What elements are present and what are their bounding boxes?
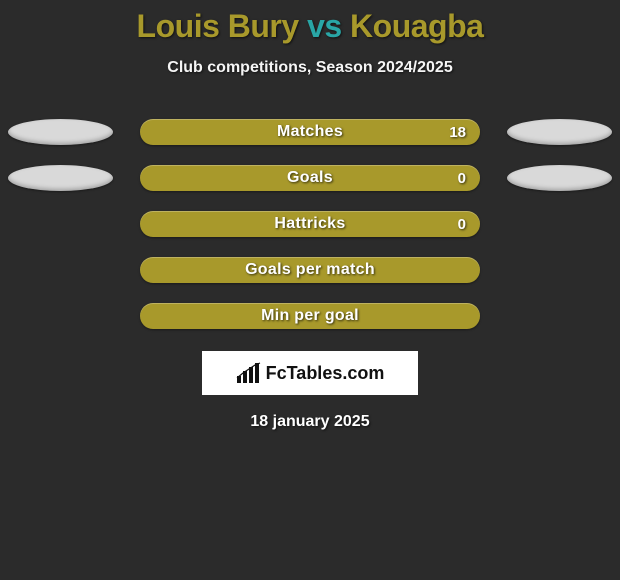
stat-label: Goals per match xyxy=(245,261,375,279)
stat-label: Hattricks xyxy=(274,215,345,233)
stat-row: Goals per match xyxy=(0,257,620,283)
stat-label: Matches xyxy=(277,123,343,141)
subtitle: Club competitions, Season 2024/2025 xyxy=(0,59,620,77)
title-part: vs xyxy=(299,8,350,44)
stat-label: Goals xyxy=(287,169,333,187)
stat-label: Min per goal xyxy=(261,307,359,325)
stat-value: 18 xyxy=(449,124,466,141)
stat-row: Hattricks 0 xyxy=(0,211,620,237)
comparison-panel: Louis Bury vs Kouagba Club competitions,… xyxy=(0,0,620,431)
stat-bar: Min per goal xyxy=(140,303,480,329)
bars-icon xyxy=(236,362,262,384)
left-ellipse xyxy=(8,119,113,145)
logo-box: FcTables.com xyxy=(202,351,418,395)
stat-rows: Matches 18 Goals 0 Hattricks 0 Goals per match… xyxy=(0,119,620,329)
stat-bar: Goals per match xyxy=(140,257,480,283)
title-part: Kouagba xyxy=(350,8,483,44)
generated-date: 18 january 2025 xyxy=(0,413,620,431)
logo-text: FcTables.com xyxy=(266,363,385,384)
stat-bar: Matches 18 xyxy=(140,119,480,145)
page-title: Louis Bury vs Kouagba xyxy=(0,0,620,45)
stat-value: 0 xyxy=(458,216,466,233)
stat-value: 0 xyxy=(458,170,466,187)
stat-row: Goals 0 xyxy=(0,165,620,191)
stat-bar: Goals 0 xyxy=(140,165,480,191)
left-ellipse xyxy=(8,165,113,191)
stat-row: Matches 18 xyxy=(0,119,620,145)
right-ellipse xyxy=(507,119,612,145)
stat-bar: Hattricks 0 xyxy=(140,211,480,237)
right-ellipse xyxy=(507,165,612,191)
stat-row: Min per goal xyxy=(0,303,620,329)
title-part: Louis Bury xyxy=(137,8,299,44)
